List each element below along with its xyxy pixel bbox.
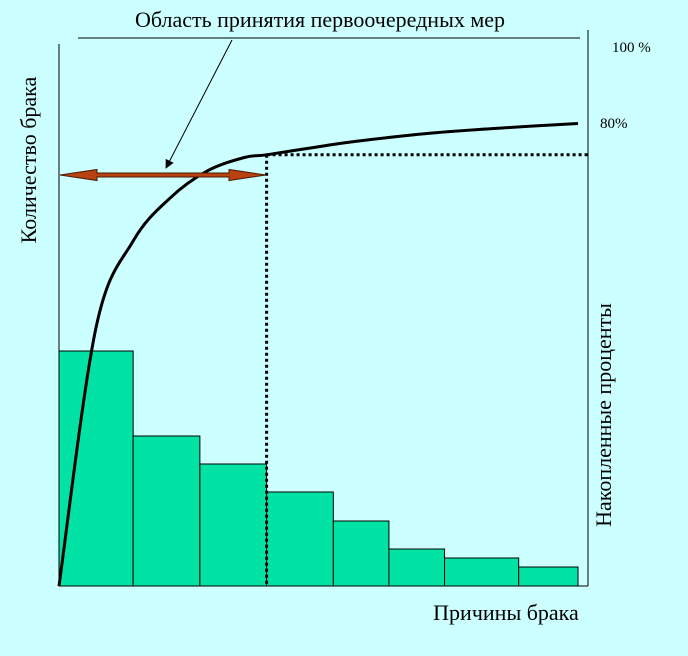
x-axis-label: Причины брака xyxy=(433,600,579,625)
cumulative-curve xyxy=(57,122,579,587)
bars-layer xyxy=(58,350,579,587)
annotation-label: Область принятия первоочередных мер xyxy=(135,7,505,32)
bar-7 xyxy=(444,557,520,587)
y2-axis-label: Накопленные проценты xyxy=(591,303,616,527)
annotation-pointer xyxy=(165,39,233,169)
top-percent-label: 100 % xyxy=(612,40,651,56)
bar-8 xyxy=(518,566,579,587)
bar-2 xyxy=(132,435,201,587)
threshold-label: 80% xyxy=(600,116,628,132)
bar-6 xyxy=(388,548,446,587)
bar-1 xyxy=(58,350,134,587)
bar-4 xyxy=(266,491,334,587)
y-axis-label: Количество брака xyxy=(16,76,41,243)
bar-5 xyxy=(332,520,390,587)
bar-3 xyxy=(199,463,268,587)
priority-range-arrow xyxy=(59,168,267,182)
